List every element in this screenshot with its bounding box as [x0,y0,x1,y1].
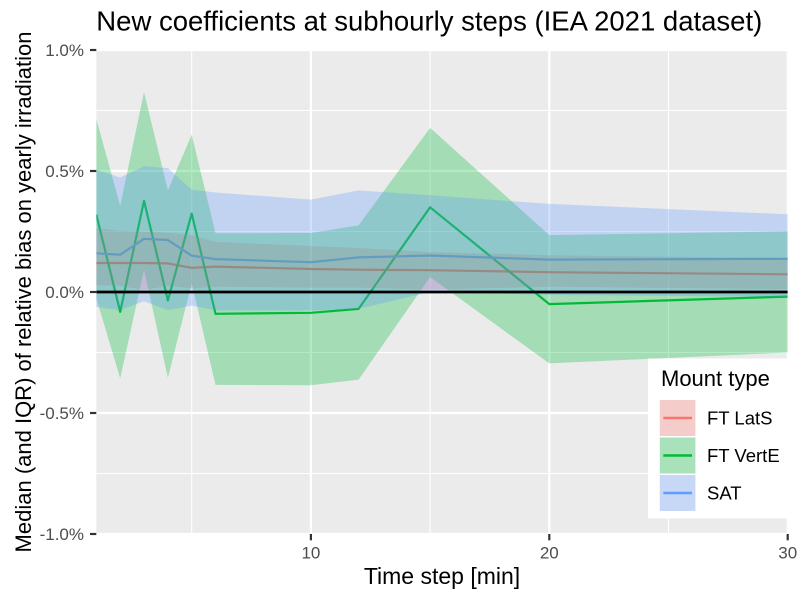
svg-text:Time step [min]: Time step [min] [364,563,520,589]
svg-text:10: 10 [301,544,320,563]
svg-text:-0.5%: -0.5% [40,404,84,423]
svg-text:-1.0%: -1.0% [40,525,84,544]
svg-text:0.5%: 0.5% [45,162,84,181]
svg-text:20: 20 [540,544,559,563]
svg-text:Median (and IQR) of relative b: Median (and IQR) of relative bias on yea… [11,32,36,553]
svg-text:Mount type: Mount type [661,366,770,391]
svg-text:FT LatS: FT LatS [707,407,772,428]
svg-text:0.0%: 0.0% [45,283,84,302]
svg-text:30: 30 [778,544,797,563]
svg-text:New coefficients at subhourly: New coefficients at subhourly steps (IEA… [96,6,762,37]
svg-text:1.0%: 1.0% [45,41,84,60]
svg-text:SAT: SAT [707,482,742,503]
svg-text:FT VertE: FT VertE [707,445,780,466]
